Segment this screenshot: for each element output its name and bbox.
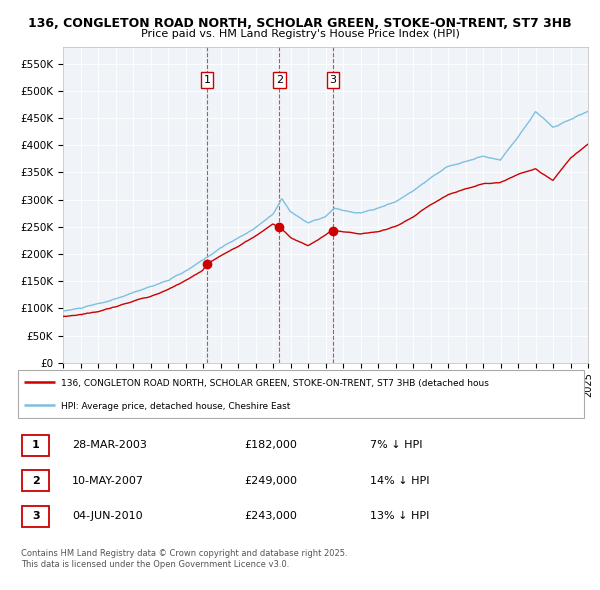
Text: 1: 1 xyxy=(32,441,40,450)
Text: 136, CONGLETON ROAD NORTH, SCHOLAR GREEN, STOKE-ON-TRENT, ST7 3HB: 136, CONGLETON ROAD NORTH, SCHOLAR GREEN… xyxy=(28,17,572,30)
Text: 14% ↓ HPI: 14% ↓ HPI xyxy=(370,476,430,486)
Text: Price paid vs. HM Land Registry's House Price Index (HPI): Price paid vs. HM Land Registry's House … xyxy=(140,30,460,39)
Text: HPI: Average price, detached house, Cheshire East: HPI: Average price, detached house, Ches… xyxy=(61,402,290,411)
Text: £243,000: £243,000 xyxy=(244,512,297,521)
Text: 13% ↓ HPI: 13% ↓ HPI xyxy=(370,512,430,521)
Text: Contains HM Land Registry data © Crown copyright and database right 2025.
This d: Contains HM Land Registry data © Crown c… xyxy=(21,549,347,569)
Text: 3: 3 xyxy=(329,75,337,85)
FancyBboxPatch shape xyxy=(22,506,49,527)
Text: 10-MAY-2007: 10-MAY-2007 xyxy=(73,476,145,486)
Text: 1: 1 xyxy=(203,75,211,85)
FancyBboxPatch shape xyxy=(22,435,49,456)
Text: 28-MAR-2003: 28-MAR-2003 xyxy=(73,441,147,450)
Text: £182,000: £182,000 xyxy=(244,441,297,450)
Text: 136, CONGLETON ROAD NORTH, SCHOLAR GREEN, STOKE-ON-TRENT, ST7 3HB (detached hous: 136, CONGLETON ROAD NORTH, SCHOLAR GREEN… xyxy=(61,379,489,388)
Text: 2: 2 xyxy=(276,75,283,85)
Text: £249,000: £249,000 xyxy=(244,476,297,486)
FancyBboxPatch shape xyxy=(22,470,49,491)
Text: 3: 3 xyxy=(32,512,40,521)
Text: 2: 2 xyxy=(32,476,40,486)
Text: 7% ↓ HPI: 7% ↓ HPI xyxy=(370,441,423,450)
Text: 04-JUN-2010: 04-JUN-2010 xyxy=(73,512,143,521)
FancyBboxPatch shape xyxy=(18,371,584,418)
